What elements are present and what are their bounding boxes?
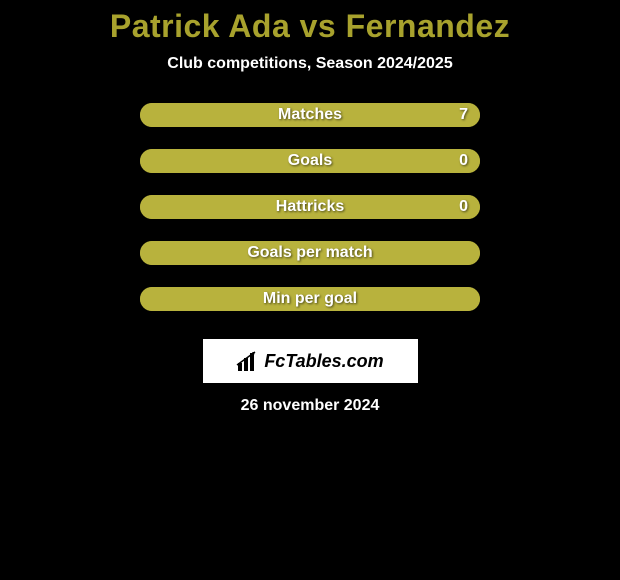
stat-bar: Matches 7 bbox=[140, 103, 480, 127]
stats-rows: Matches 7 Goals 0 Hattricks 0 Goals per match M… bbox=[140, 103, 480, 333]
date-text: 26 november 2024 bbox=[241, 397, 380, 415]
stat-value: 7 bbox=[459, 106, 468, 124]
bar-chart-icon bbox=[236, 351, 260, 371]
stat-bar: Min per goal bbox=[140, 287, 480, 311]
stat-label: Hattricks bbox=[276, 198, 344, 216]
logo-inner: FcTables.com bbox=[236, 351, 383, 372]
stat-row: Min per goal bbox=[140, 287, 480, 311]
stat-label: Goals bbox=[288, 152, 332, 170]
page-title: Patrick Ada vs Fernandez bbox=[110, 8, 510, 45]
logo-badge: FcTables.com bbox=[203, 339, 418, 383]
stat-bar: Hattricks 0 bbox=[140, 195, 480, 219]
stat-row: Goals 0 bbox=[140, 149, 480, 173]
stat-row: Matches 7 bbox=[140, 103, 480, 127]
infographic-container: Patrick Ada vs Fernandez Club competitio… bbox=[0, 0, 620, 580]
logo-text: FcTables.com bbox=[264, 351, 383, 372]
stat-bar: Goals per match bbox=[140, 241, 480, 265]
stat-label: Min per goal bbox=[263, 290, 357, 308]
stat-label: Matches bbox=[278, 106, 342, 124]
subtitle: Club competitions, Season 2024/2025 bbox=[167, 55, 452, 73]
stat-value: 0 bbox=[459, 198, 468, 216]
stat-row: Goals per match bbox=[140, 241, 480, 265]
stat-value: 0 bbox=[459, 152, 468, 170]
stat-label: Goals per match bbox=[247, 244, 372, 262]
stat-bar: Goals 0 bbox=[140, 149, 480, 173]
stat-row: Hattricks 0 bbox=[140, 195, 480, 219]
